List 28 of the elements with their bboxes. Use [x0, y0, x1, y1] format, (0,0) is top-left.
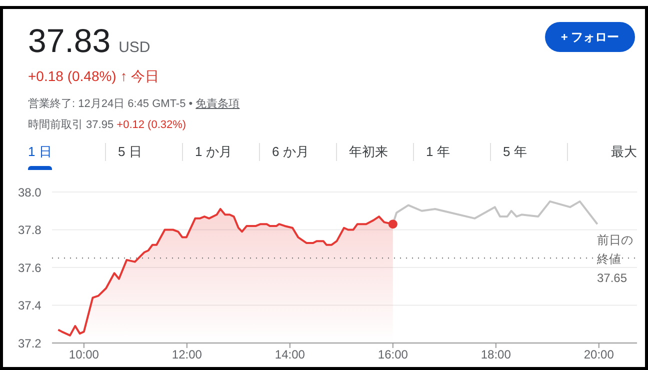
- text: +0.12 (0.32%): [116, 119, 186, 131]
- y-tick-label: 37.2: [18, 336, 42, 350]
- x-tick-label: 10:00: [68, 348, 100, 362]
- y-tick-label: 37.4: [18, 298, 42, 313]
- text: 1 か月: [182, 143, 252, 161]
- x-tick-label: 16:00: [378, 348, 408, 362]
- x-tick-label: 18:00: [480, 348, 512, 362]
- text: 1 年: [413, 143, 483, 161]
- text: 5 日: [105, 143, 175, 161]
- y-tick-label: 37.8: [18, 223, 42, 238]
- text: 時間前取引 37.95: [28, 119, 114, 131]
- y-tick-label: 37.6: [18, 260, 42, 275]
- chart-title: 37.83: [28, 22, 111, 59]
- text: 最大: [567, 143, 637, 161]
- text: 年初来: [336, 143, 406, 161]
- y-tick-label: 38.0: [18, 185, 42, 200]
- text: +0.18 (0.48%) ↑ 今日: [28, 68, 160, 86]
- x-tick-label: 20:00: [584, 348, 614, 362]
- text: + フォロー: [545, 22, 635, 52]
- ref-line-label: 前日の終値37.65: [596, 233, 633, 286]
- text: 免責条項: [196, 98, 240, 110]
- chart-subtitle: USD: [118, 39, 150, 56]
- text: 5 年: [490, 143, 560, 161]
- text: 6 か月: [259, 143, 329, 161]
- text: 1 日: [28, 143, 53, 161]
- x-tick-label: 14:00: [274, 348, 306, 362]
- text: 営業終了: 12月24日 6:45 GMT-5 •: [28, 98, 193, 110]
- x-tick-label: 12:00: [172, 348, 202, 362]
